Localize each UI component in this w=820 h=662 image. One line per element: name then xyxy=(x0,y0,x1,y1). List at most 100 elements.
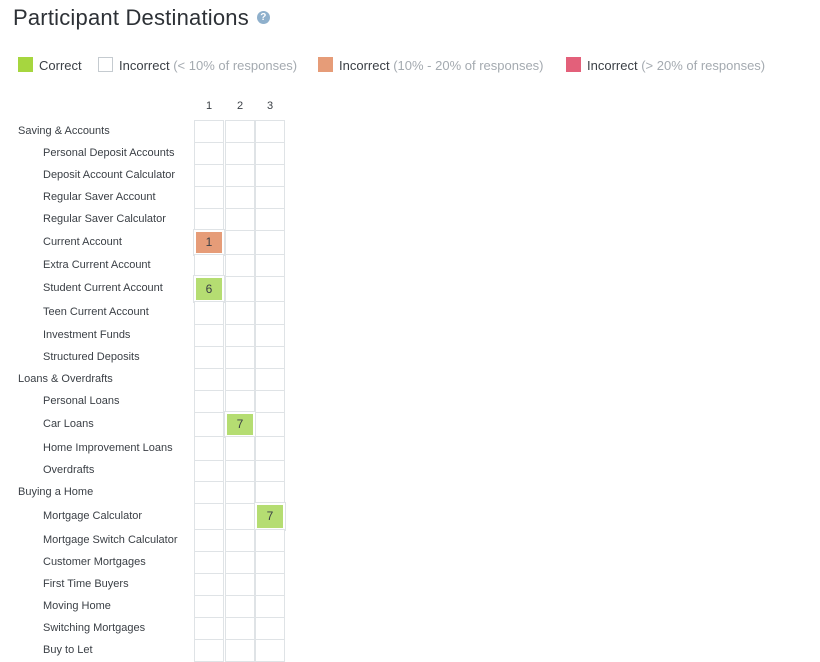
destination-label: Teen Current Account xyxy=(43,306,149,318)
grid-cell[interactable] xyxy=(225,617,255,640)
grid-cell[interactable] xyxy=(255,164,285,187)
destination-label: Extra Current Account xyxy=(43,259,151,271)
grid-cell[interactable] xyxy=(255,412,285,437)
grid-cell[interactable] xyxy=(194,324,224,347)
destination-label: Investment Funds xyxy=(43,329,131,341)
grid-cell[interactable] xyxy=(255,120,285,143)
grid-cell[interactable] xyxy=(255,254,285,277)
destination-label: Personal Deposit Accounts xyxy=(43,147,175,159)
grid-cell[interactable] xyxy=(225,595,255,618)
grid-cell[interactable] xyxy=(225,164,255,187)
destination-label: Regular Saver Calculator xyxy=(43,213,166,225)
destination-label: Car Loans xyxy=(43,418,94,430)
grid-cell[interactable] xyxy=(225,186,255,209)
legend-label: Incorrect (10% - 20% of responses) xyxy=(339,57,544,74)
grid-cell[interactable] xyxy=(194,164,224,187)
grid-cell[interactable] xyxy=(255,230,285,255)
grid-cell[interactable] xyxy=(255,390,285,413)
grid-cell[interactable] xyxy=(225,529,255,552)
grid-cell[interactable] xyxy=(194,368,224,391)
grid-cell[interactable] xyxy=(194,436,224,461)
grid-cell[interactable] xyxy=(225,208,255,231)
grid-cell[interactable] xyxy=(255,595,285,618)
grid-cell[interactable] xyxy=(194,346,224,369)
grid-cell[interactable] xyxy=(225,346,255,369)
grid-cell[interactable] xyxy=(255,324,285,347)
grid-cell[interactable] xyxy=(255,142,285,165)
grid-cell[interactable] xyxy=(194,412,224,437)
incorrect-high-swatch xyxy=(566,57,581,72)
grid-cell[interactable] xyxy=(225,324,255,347)
grid-cell[interactable] xyxy=(225,639,255,662)
page-title-text: Participant Destinations xyxy=(13,5,249,30)
response-count-cell[interactable]: 6 xyxy=(194,276,224,302)
destination-label: Regular Saver Account xyxy=(43,191,156,203)
question-icon[interactable]: ? xyxy=(256,10,270,24)
section-label: Loans & Overdrafts xyxy=(18,373,113,385)
destination-label: Customer Mortgages xyxy=(43,556,146,568)
grid-cell[interactable] xyxy=(225,230,255,255)
grid-cell[interactable] xyxy=(255,617,285,640)
destination-label: Structured Deposits xyxy=(43,351,140,363)
grid-cell[interactable] xyxy=(255,301,285,325)
grid-cell[interactable] xyxy=(225,368,255,391)
destination-label: Overdrafts xyxy=(43,464,95,476)
legend-label: Incorrect (> 20% of responses) xyxy=(587,57,765,74)
grid-cell[interactable] xyxy=(194,208,224,231)
grid-cell[interactable] xyxy=(194,460,224,482)
grid-cell[interactable] xyxy=(225,390,255,413)
grid-cell[interactable] xyxy=(194,573,224,596)
destination-label: Moving Home xyxy=(43,600,111,612)
destination-label: Buy to Let xyxy=(43,644,93,656)
grid-cell[interactable] xyxy=(255,186,285,209)
grid-cell[interactable] xyxy=(194,254,224,277)
grid-cell[interactable] xyxy=(194,529,224,552)
grid-cell[interactable] xyxy=(194,617,224,640)
grid-cell[interactable] xyxy=(225,120,255,143)
legend-label-text: Incorrect xyxy=(339,58,390,73)
grid-cell[interactable] xyxy=(255,436,285,461)
legend-note: (10% - 20% of responses) xyxy=(393,58,544,73)
grid-cell[interactable] xyxy=(225,301,255,325)
grid-cell[interactable] xyxy=(194,595,224,618)
grid-cell[interactable] xyxy=(225,142,255,165)
grid-cell[interactable] xyxy=(194,301,224,325)
grid-cell[interactable] xyxy=(194,142,224,165)
legend-note: (< 10% of responses) xyxy=(173,58,298,73)
section-label: Buying a Home xyxy=(18,486,94,498)
grid-cell[interactable] xyxy=(255,368,285,391)
grid-cell[interactable] xyxy=(225,254,255,277)
grid-cell[interactable] xyxy=(255,573,285,596)
grid-cell[interactable] xyxy=(255,529,285,552)
response-count-cell[interactable]: 7 xyxy=(255,503,285,530)
destination-label: Deposit Account Calculator xyxy=(43,169,176,181)
grid-cell[interactable] xyxy=(225,573,255,596)
grid-cell[interactable] xyxy=(255,460,285,482)
response-count-cell[interactable]: 1 xyxy=(194,230,224,255)
grid-cell[interactable] xyxy=(225,551,255,574)
incorrect-mid-swatch xyxy=(318,57,333,72)
grid-cell[interactable] xyxy=(225,436,255,461)
grid-cell[interactable] xyxy=(194,481,224,504)
grid-cell[interactable] xyxy=(255,276,285,302)
grid-cell[interactable] xyxy=(255,346,285,369)
grid-cell[interactable] xyxy=(194,390,224,413)
grid-cell[interactable] xyxy=(225,460,255,482)
destination-label: Mortgage Switch Calculator xyxy=(43,534,178,546)
grid-cell[interactable] xyxy=(255,481,285,504)
response-count-cell[interactable]: 7 xyxy=(225,412,255,437)
grid-cell[interactable] xyxy=(255,551,285,574)
grid-cell[interactable] xyxy=(255,639,285,662)
grid-cell[interactable] xyxy=(225,276,255,302)
grid-cell[interactable] xyxy=(255,208,285,231)
grid-cell[interactable] xyxy=(194,639,224,662)
grid-cell[interactable] xyxy=(225,481,255,504)
grid-cell[interactable] xyxy=(194,551,224,574)
grid-cell[interactable] xyxy=(225,503,255,530)
grid-cell[interactable] xyxy=(194,186,224,209)
destination-label: Student Current Account xyxy=(43,282,163,294)
column-header-1: 1 xyxy=(205,100,213,112)
grid-cell[interactable] xyxy=(194,120,224,143)
correct-swatch xyxy=(18,57,33,72)
grid-cell[interactable] xyxy=(194,503,224,530)
